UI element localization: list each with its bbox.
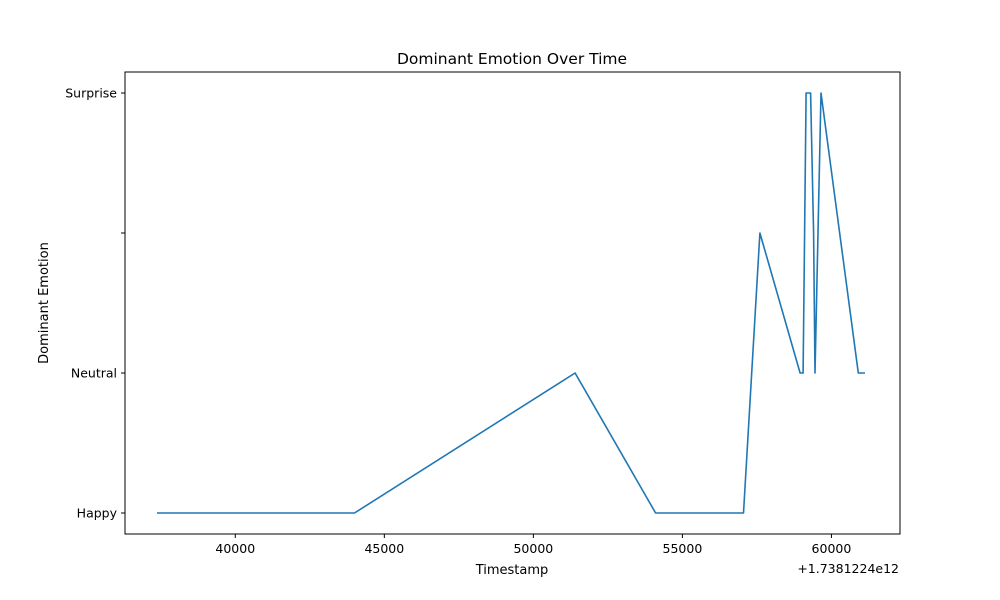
plot-frame <box>124 71 901 535</box>
y-tick-label: Happy <box>77 506 118 521</box>
x-tick-label: 55000 <box>663 541 703 556</box>
series-layer <box>157 92 866 514</box>
y-tick-label: Surprise <box>65 86 117 101</box>
x-axis-offset-label: +1.7381224e12 <box>797 561 899 576</box>
series-line <box>157 92 866 514</box>
y-axis-label: Dominant Emotion <box>37 242 52 364</box>
x-tick-label: 45000 <box>364 541 404 556</box>
x-axis-label: Timestamp <box>475 563 549 578</box>
x-tick-label: 50000 <box>513 541 553 556</box>
y-tick-label: Neutral <box>71 366 117 381</box>
x-axis-ticks: 40000 45000 50000 55000 60000 <box>215 534 851 556</box>
y-axis-ticks: Happy Neutral Surprise <box>65 86 125 521</box>
x-tick-label: 60000 <box>812 541 852 556</box>
x-tick-label: 40000 <box>215 541 255 556</box>
chart-title: Dominant Emotion Over Time <box>397 50 627 68</box>
